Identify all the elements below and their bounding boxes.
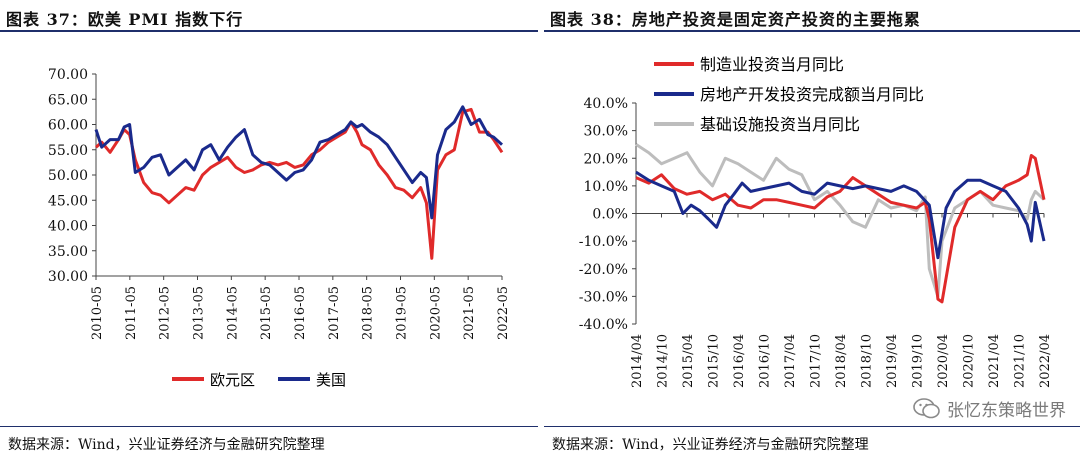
legend-manufacturing-label: 制造业投资当月同比 — [700, 55, 844, 74]
right-xtick-label: 2016/04 — [732, 334, 747, 388]
right-xtick-label: 2014/10 — [656, 334, 671, 388]
watermark-text: 张忆东策略世界 — [947, 401, 1066, 421]
left-pmi-chart: 70.00 65.00 60.00 55.00 50.00 45.00 40.00 35.00… — [48, 67, 511, 389]
right-xtick-label: 2021/04 — [987, 334, 1002, 388]
left-xtick-label: 2013-05 — [192, 286, 207, 340]
right-xtick-label: 2017/10 — [809, 334, 824, 388]
right-foot-rule — [544, 426, 1080, 427]
right-series-2-line — [635, 143, 1046, 298]
right-series-0-line — [635, 154, 1046, 304]
right-title-rule — [544, 30, 1080, 32]
right-xtick-label: 2022/04 — [1038, 334, 1053, 388]
left-xtick-label: 2018-05 — [361, 286, 376, 340]
watermark: 张忆东策略世界 — [913, 396, 1066, 421]
left-ytick-label: 30.00 — [48, 269, 88, 285]
right-ytick-label: -40.0% — [579, 317, 628, 333]
left-source-note: 数据来源：Wind，兴业证券经济与金融研究院整理 — [8, 437, 325, 453]
legend-infrastructure-label: 基础设施投资当月同比 — [700, 115, 860, 134]
right-investment-chart: 40.0% 30.0% 20.0% 10.0% 0.0% -10.0% -20.0% -30.… — [579, 55, 1053, 388]
left-title-rule — [0, 30, 538, 32]
right-source-note: 数据来源：Wind，兴业证券经济与金融研究院整理 — [552, 437, 869, 453]
right-ytick-label: -30.0% — [579, 289, 628, 305]
right-ytick-label: 20.0% — [584, 151, 628, 167]
left-xtick-label: 2015-05 — [259, 286, 274, 340]
right-xtick-label: 2016/10 — [758, 334, 773, 388]
right-series-1-line — [635, 170, 1046, 260]
right-ytick-label: -10.0% — [579, 234, 628, 250]
left-series-0-line — [95, 107, 504, 260]
left-ytick-label: 55.00 — [48, 143, 88, 159]
left-ytick-label: 60.00 — [48, 118, 88, 134]
left-ytick-label: 70.00 — [48, 67, 88, 83]
left-xtick-label: 2010-05 — [90, 286, 105, 340]
left-xtick-label: 2012-05 — [158, 286, 173, 340]
left-panel: 图表 37：欧美 PMI 指数下行 70.00 65.00 60.00 55.00 50… — [0, 0, 538, 462]
left-xtick-label: 2014-05 — [225, 286, 240, 340]
right-xtick-label: 2020/04 — [936, 334, 951, 388]
left-ytick-label: 40.00 — [48, 219, 88, 235]
right-xtick-label: 2014/04 — [630, 334, 645, 388]
left-series-1-line — [94, 105, 504, 220]
right-xtick-label: 2021/10 — [1013, 334, 1028, 388]
left-xtick-label: 2022-05 — [496, 286, 511, 340]
right-xtick-label: 2015/10 — [707, 334, 722, 388]
left-ytick-label: 50.00 — [48, 168, 88, 184]
right-figure-title: 图表 38：房地产投资是固定资产投资的主要拖累 — [550, 10, 921, 29]
right-xtick-label: 2019/10 — [911, 334, 926, 388]
legend-usa-label: 美国 — [316, 371, 346, 389]
left-xtick-label: 2011-05 — [124, 286, 139, 340]
right-xtick-label: 2019/04 — [885, 334, 900, 388]
wechat-icon — [913, 397, 940, 418]
right-xtick-label: 2018/04 — [834, 334, 849, 388]
left-legend: 欧元区 美国 — [172, 371, 346, 389]
right-ytick-label: 40.0% — [584, 96, 628, 112]
right-ytick-label: 0.0% — [592, 207, 628, 223]
right-ytick-label: 10.0% — [584, 179, 628, 195]
right-ytick-label: -20.0% — [579, 262, 628, 278]
left-ytick-label: 65.00 — [48, 92, 88, 108]
left-foot-rule — [0, 426, 538, 427]
left-xtick-label: 2016-05 — [293, 286, 308, 340]
right-xtick-label: 2020/10 — [962, 334, 977, 388]
legend-eurozone-label: 欧元区 — [210, 371, 255, 389]
right-ytick-label: 30.0% — [584, 124, 628, 140]
left-figure-title: 图表 37：欧美 PMI 指数下行 — [6, 10, 244, 29]
left-xtick-label: 2017-05 — [327, 286, 342, 340]
left-ytick-label: 35.00 — [48, 244, 88, 260]
right-xtick-label: 2017/04 — [783, 334, 798, 388]
left-xtick-label: 2019-05 — [395, 286, 410, 340]
right-panel: 图表 38：房地产投资是固定资产投资的主要拖累 40.0% 30.0% 20.0% 1… — [544, 0, 1080, 462]
right-legend: 制造业投资当月同比 房地产开发投资完成额当月同比 基础设施投资当月同比 — [654, 55, 924, 134]
legend-real-estate-label: 房地产开发投资完成额当月同比 — [700, 85, 924, 104]
left-ytick-label: 45.00 — [48, 193, 88, 209]
left-xtick-label: 2020-05 — [428, 286, 443, 340]
right-xtick-label: 2018/10 — [860, 334, 875, 388]
right-xtick-label: 2015/04 — [681, 334, 696, 388]
left-xtick-label: 2021-05 — [462, 286, 477, 340]
